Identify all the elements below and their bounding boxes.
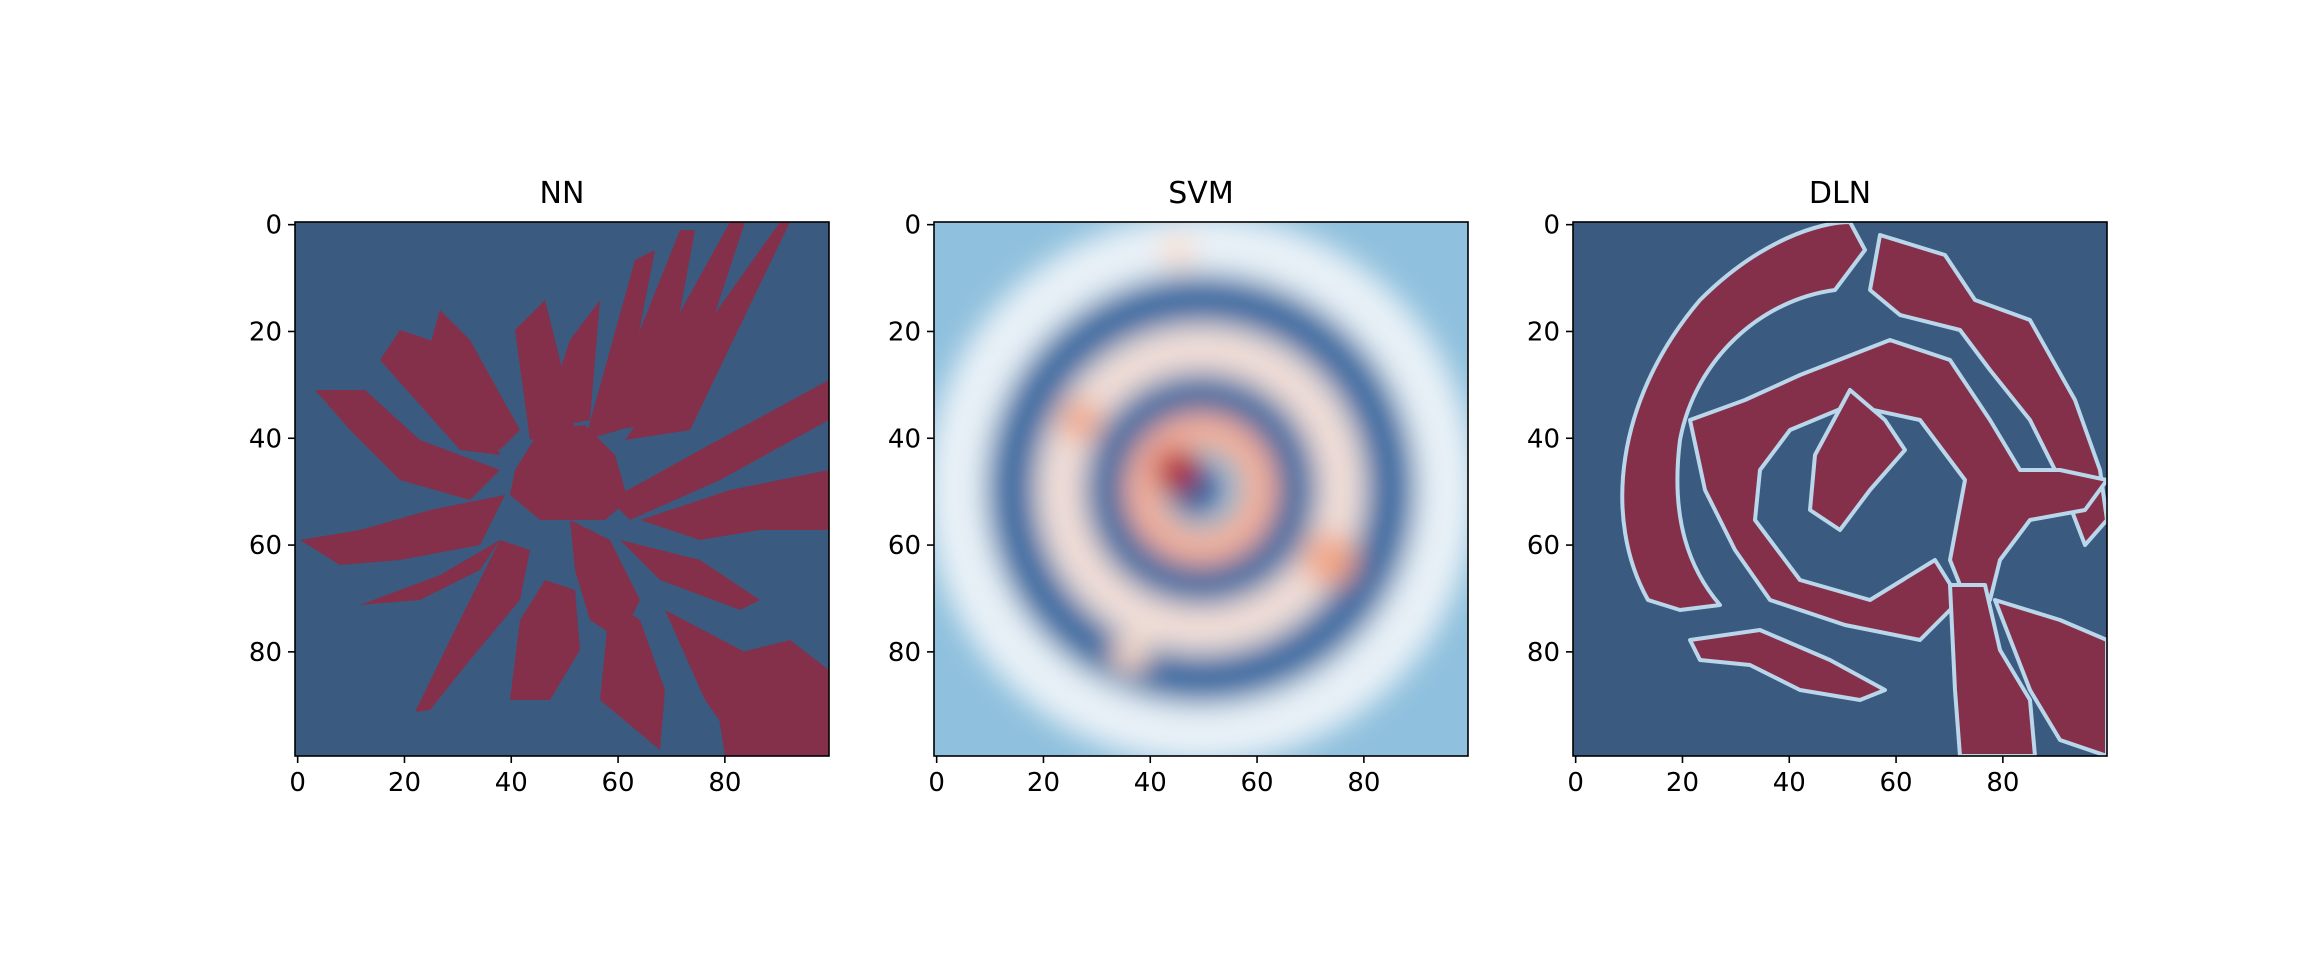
ytick-label-dln-60: 60 [1527, 531, 1560, 561]
ytick-label-dln-20: 20 [1527, 317, 1560, 347]
ytick-label-nn-60: 60 [249, 531, 282, 561]
xaxis-dln: 0 20 40 60 80 [1567, 756, 2019, 798]
nn-regions-red [300, 222, 829, 756]
xtick-label-svm-0: 0 [928, 768, 945, 798]
xtick-label-dln-40: 40 [1773, 768, 1806, 798]
heatmap-dln [1573, 222, 2107, 756]
xtick-label-svm-80: 80 [1347, 768, 1380, 798]
dln-regions-red [1620, 222, 2107, 756]
heatmap-nn [295, 222, 829, 756]
xtick-label-nn-20: 20 [388, 768, 421, 798]
xtick-label-dln-80: 80 [1986, 768, 2019, 798]
ytick-label-svm-0: 0 [904, 211, 921, 241]
xtick-label-nn-80: 80 [708, 768, 741, 798]
title-svm: SVM [1168, 176, 1233, 211]
xaxis-svm: 0 20 40 60 80 [928, 756, 1380, 798]
ytick-label-svm-60: 60 [888, 531, 921, 561]
xtick-label-dln-0: 0 [1567, 768, 1584, 798]
frame-svm [933, 221, 1469, 757]
xaxis-nn: 0 20 40 60 80 [289, 756, 741, 798]
xtick-label-svm-40: 40 [1134, 768, 1167, 798]
xtick-label-dln-20: 20 [1666, 768, 1699, 798]
xtick-label-nn-40: 40 [495, 768, 528, 798]
ytick-label-nn-20: 20 [249, 317, 282, 347]
panel-dln: DLN 0 20 40 60 80 0 20 40 60 80 [1527, 176, 2108, 798]
xtick-label-svm-60: 60 [1241, 768, 1274, 798]
ytick-label-dln-40: 40 [1527, 424, 1560, 454]
frame-nn [294, 221, 830, 757]
panel-svm: SVM 0 20 40 60 80 0 20 40 60 80 [888, 176, 1469, 798]
title-nn: NN [540, 176, 585, 211]
ytick-label-dln-0: 0 [1543, 211, 1560, 241]
yaxis-svm: 0 20 40 60 80 [888, 211, 934, 668]
ytick-label-nn-80: 80 [249, 638, 282, 668]
yaxis-nn: 0 20 40 60 80 [249, 211, 295, 668]
ytick-label-svm-20: 20 [888, 317, 921, 347]
ytick-label-svm-80: 80 [888, 638, 921, 668]
xtick-label-svm-20: 20 [1027, 768, 1060, 798]
title-dln: DLN [1809, 176, 1871, 211]
frame-dln [1572, 221, 2108, 757]
xtick-label-nn-60: 60 [602, 768, 635, 798]
ytick-label-svm-40: 40 [888, 424, 921, 454]
yaxis-dln: 0 20 40 60 80 [1527, 211, 1573, 668]
xtick-label-dln-60: 60 [1880, 768, 1913, 798]
svm-spiral [934, 222, 1468, 756]
ytick-label-nn-40: 40 [249, 424, 282, 454]
xtick-label-nn-0: 0 [289, 768, 306, 798]
heatmap-svm [934, 222, 1468, 756]
panel-nn: NN [249, 176, 830, 798]
ytick-label-nn-0: 0 [265, 211, 282, 241]
ytick-label-dln-80: 80 [1527, 638, 1560, 668]
